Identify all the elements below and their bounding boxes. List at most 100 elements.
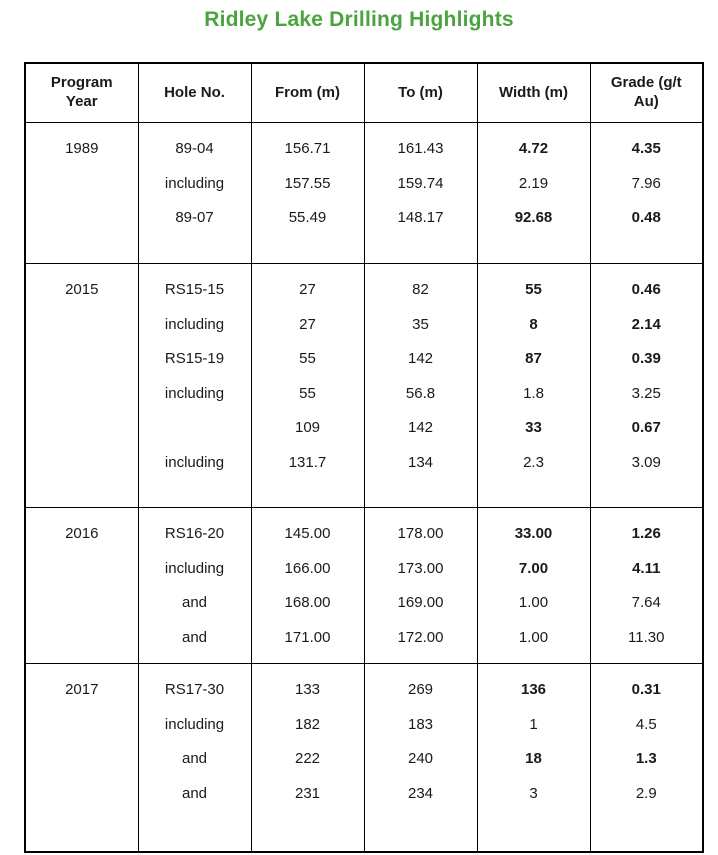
cell-grade: 1.26 4.11 7.64 11.30: [589, 507, 704, 664]
interval-value: 0.39: [631, 350, 661, 367]
interval-value: 35: [412, 315, 429, 333]
interval-value: 3.25: [631, 384, 661, 402]
interval-value: 171.00: [284, 628, 331, 646]
interval-value: 33.00: [514, 525, 553, 542]
interval-value: RS17-30: [164, 681, 225, 698]
interval-value: 169.00: [397, 594, 444, 611]
interval-value: 3: [529, 784, 538, 802]
interval-value: 7.96: [631, 174, 661, 192]
interval-value: and: [181, 628, 208, 646]
cell-hole-no: 89-04 including 89-07: [137, 122, 252, 264]
interval-value: 168.00: [284, 594, 331, 611]
interval-value: 182: [294, 715, 321, 733]
column-header: To (m): [363, 62, 478, 123]
interval-value: 11.30: [628, 628, 665, 646]
year-group-row: 2015 RS15-15 including RS15-19 including incl…: [24, 263, 704, 508]
cell-hole-no: RS16-20 including and and: [137, 507, 252, 664]
interval-value: and: [181, 594, 208, 611]
cell-hole-no: RS17-30 including and and: [137, 663, 252, 852]
cell-width: 33.00 7.00 1.00 1.00: [476, 507, 591, 664]
cell-width: 55 8 87 1.8 33 2.3: [476, 263, 591, 508]
interval-value: 1: [529, 715, 538, 733]
interval-value: 56.8: [405, 384, 436, 402]
interval-value: 1.3: [635, 750, 657, 767]
interval-value: 157.55: [284, 174, 331, 192]
interval-value: [139, 411, 251, 446]
interval-value: 82: [412, 281, 429, 298]
interval-value: 7.00: [518, 559, 549, 577]
interval-value: 55: [299, 350, 316, 367]
interval-value: 27: [299, 315, 316, 333]
interval-value: 0.46: [631, 281, 661, 298]
interval-value: 1.26: [631, 525, 661, 542]
column-header: Grade (g/t Au): [589, 62, 704, 123]
interval-value: 18: [525, 750, 542, 767]
interval-value: including: [164, 315, 225, 333]
year-value: 2016: [65, 525, 99, 542]
column-header: Width (m): [476, 62, 591, 123]
cell-from: 145.00 166.00 168.00 171.00: [250, 507, 365, 664]
interval-value: 4.5: [635, 715, 657, 733]
interval-value: 7.64: [631, 594, 661, 611]
interval-value: 0.31: [631, 681, 661, 698]
interval-value: 92.68: [514, 209, 553, 226]
interval-value: 2.9: [635, 784, 657, 802]
cell-to: 82 35 142 56.8 142 134: [363, 263, 478, 508]
column-header: Program Year: [24, 62, 139, 123]
interval-value: 2.19: [518, 174, 549, 192]
interval-value: 33: [525, 419, 542, 436]
interval-value: 269: [407, 681, 434, 698]
interval-value: RS15-19: [164, 350, 225, 367]
year-value: 1989: [65, 140, 99, 157]
interval-value: including: [164, 384, 225, 402]
interval-value: 8: [529, 315, 538, 333]
interval-value: 1.8: [523, 384, 544, 402]
interval-value: 172.00: [397, 628, 444, 646]
year-group-row: 2016 RS16-20 including and and 145.00 166.00 16…: [24, 507, 704, 664]
interval-value: including: [164, 559, 225, 577]
year-value: 2015: [65, 281, 99, 298]
interval-value: 4.72: [518, 140, 549, 157]
interval-value: 1.00: [518, 594, 549, 611]
interval-value: 1.00: [518, 628, 549, 646]
interval-value: 161.43: [397, 140, 444, 157]
interval-value: including: [164, 715, 225, 733]
interval-value: 173.00: [397, 559, 444, 577]
interval-value: 145.00: [284, 525, 331, 542]
interval-value: 148.17: [397, 209, 444, 226]
interval-value: and: [181, 784, 208, 802]
interval-value: 240: [407, 750, 434, 767]
cell-program-year: 2015: [24, 263, 139, 508]
interval-value: 109: [294, 419, 321, 436]
interval-value: 133: [294, 681, 321, 698]
interval-value: 55.49: [288, 209, 327, 226]
interval-value: 3.09: [631, 453, 661, 471]
cell-to: 178.00 173.00 169.00 172.00: [363, 507, 478, 664]
interval-value: 156.71: [284, 140, 331, 157]
interval-value: 134: [407, 453, 434, 471]
interval-value: 0.67: [631, 419, 661, 436]
year-value: 2017: [65, 681, 99, 698]
interval-value: 222: [294, 750, 321, 767]
cell-from: 156.71 157.55 55.49: [250, 122, 365, 264]
table-body: 1989 89-04 including 89-07 156.71 157.55 55.49…: [24, 122, 704, 852]
interval-value: and: [181, 750, 208, 767]
cell-width: 4.72 2.19 92.68: [476, 122, 591, 264]
interval-value: 183: [407, 715, 434, 733]
interval-value: 4.35: [631, 140, 661, 157]
interval-value: 27: [299, 281, 316, 298]
interval-value: 234: [407, 784, 434, 802]
interval-value: 55: [299, 384, 316, 402]
interval-value: including: [164, 453, 225, 471]
interval-value: 159.74: [397, 174, 444, 192]
cell-hole-no: RS15-15 including RS15-19 including includin…: [137, 263, 252, 508]
drilling-highlights-table: Program Year Hole No. From (m) To (m) Width …: [24, 62, 704, 853]
cell-grade: 0.46 2.14 0.39 3.25 0.67 3.09: [589, 263, 704, 508]
year-group-row: 1989 89-04 including 89-07 156.71 157.55 55.49…: [24, 122, 704, 264]
cell-to: 161.43 159.74 148.17: [363, 122, 478, 264]
cell-program-year: 2016: [24, 507, 139, 664]
interval-value: 142: [407, 419, 434, 436]
cell-grade: 0.31 4.5 1.3 2.9: [589, 663, 704, 852]
interval-value: RS15-15: [164, 281, 225, 298]
